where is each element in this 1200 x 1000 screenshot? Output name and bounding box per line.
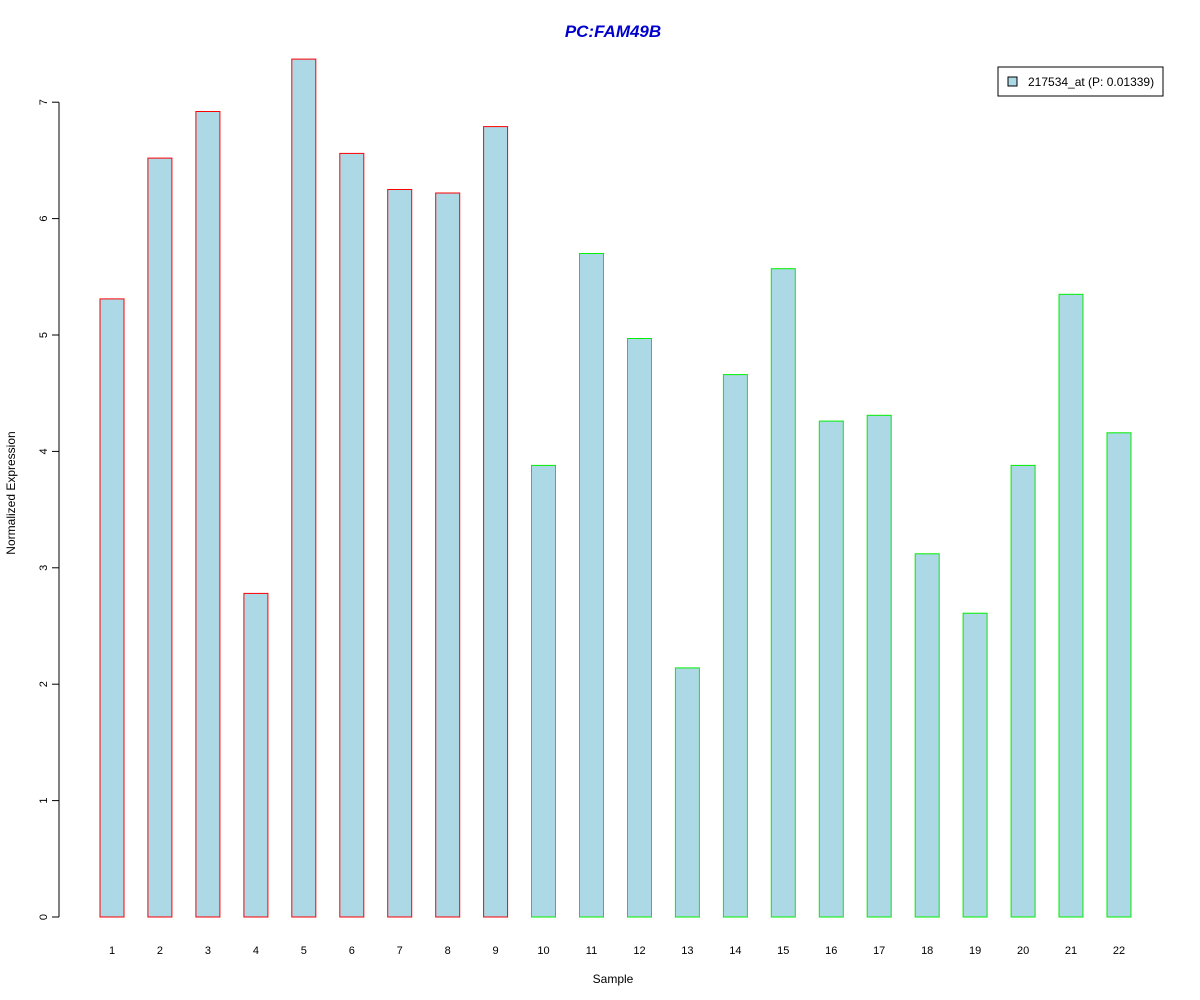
bar-sample-2 <box>147 157 173 918</box>
x-tick-label: 9 <box>493 945 499 957</box>
legend-swatch <box>1007 76 1018 87</box>
bar-sample-6 <box>339 152 365 918</box>
x-tick-label: 14 <box>729 945 741 957</box>
y-tick-label: 4 <box>38 448 50 454</box>
bar-sample-5 <box>291 58 317 918</box>
legend-box <box>997 66 1164 97</box>
x-tick-label: 1 <box>109 945 115 957</box>
x-axis-label: Sample <box>593 972 634 986</box>
bar-sample-16 <box>818 420 844 918</box>
bar-sample-18 <box>914 553 940 918</box>
bar-sample-22 <box>1106 432 1132 918</box>
x-tick-label: 7 <box>397 945 403 957</box>
bar-sample-17 <box>866 414 892 918</box>
bar-sample-20 <box>1010 464 1036 918</box>
x-tick-label: 20 <box>1017 945 1029 957</box>
bar-sample-15 <box>770 268 796 918</box>
x-tick-label: 8 <box>445 945 451 957</box>
y-tick-label: 6 <box>38 216 50 222</box>
x-tick-label: 12 <box>633 945 645 957</box>
bar-sample-14 <box>722 374 748 918</box>
x-tick-label: 4 <box>253 945 259 957</box>
y-axis: 0 1 2 3 4 5 6 7 <box>38 99 60 920</box>
bar-sample-21 <box>1058 293 1084 918</box>
y-tick-label: 3 <box>38 565 50 571</box>
y-tick-label: 1 <box>38 798 50 804</box>
chart-title: PC:FAM49B <box>565 22 661 41</box>
x-tick-label: 15 <box>777 945 789 957</box>
bar-sample-3 <box>195 111 221 918</box>
bar-sample-19 <box>962 612 988 918</box>
y-tick-label: 2 <box>38 681 50 687</box>
legend-series-label: 217534_at (P: 0.01339) <box>1028 75 1154 89</box>
bar-sample-11 <box>579 253 604 918</box>
x-tick-label: 21 <box>1065 945 1077 957</box>
y-axis-label: Normalized Expression <box>4 431 18 554</box>
bar-sample-9 <box>483 126 509 918</box>
bar-sample-13 <box>674 667 700 918</box>
x-tick-label: 16 <box>825 945 837 957</box>
bar-sample-12 <box>627 338 652 918</box>
bar-sample-8 <box>435 192 461 918</box>
bars-group <box>99 58 1132 918</box>
x-tick-label: 11 <box>586 945 597 957</box>
x-tick-label: 2 <box>157 945 163 957</box>
x-tick-label: 18 <box>921 945 933 957</box>
y-tick-label: 7 <box>38 99 50 105</box>
y-tick-label: 0 <box>38 914 50 920</box>
x-tick-label: 22 <box>1113 945 1125 957</box>
x-tick-label: 10 <box>537 945 549 957</box>
x-tick-label: 17 <box>873 945 885 957</box>
x-tick-label: 3 <box>205 945 211 957</box>
x-tick-label: 5 <box>301 945 307 957</box>
legend: 217534_at (P: 0.01339) <box>997 66 1164 97</box>
bar-sample-1 <box>99 298 125 918</box>
x-tick-label: 19 <box>969 945 981 957</box>
x-tick-label: 13 <box>681 945 693 957</box>
bar-sample-4 <box>243 592 269 918</box>
x-tick-label: 6 <box>349 945 355 957</box>
bar-sample-10 <box>531 464 556 918</box>
x-tick-labels: 1 2 3 4 5 6 7 8 9 10 11 12 13 14 15 16 17 18 19 20 21 22 <box>109 945 1125 957</box>
bar-sample-7 <box>387 189 413 918</box>
y-tick-label: 5 <box>38 332 50 338</box>
